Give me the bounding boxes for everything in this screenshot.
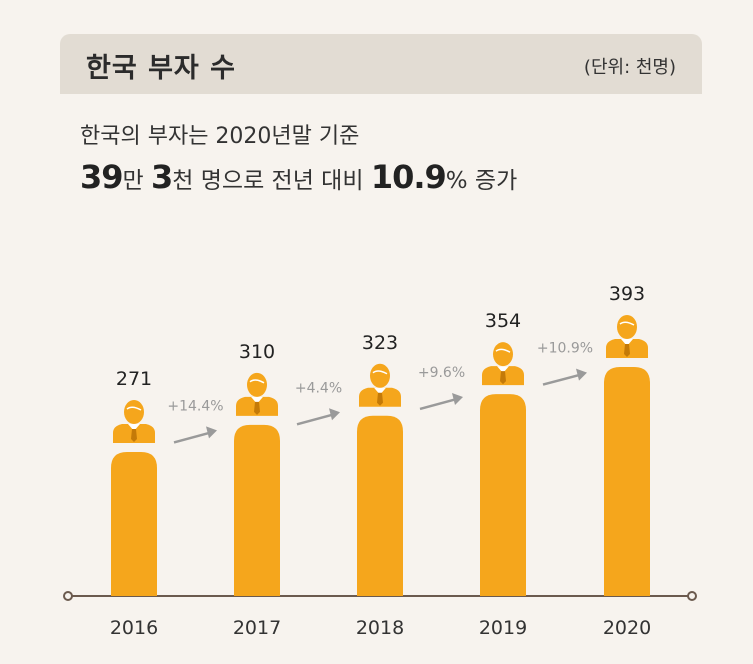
headline-number-39: 39 bbox=[80, 158, 124, 196]
person-icon-collar bbox=[374, 387, 386, 395]
bar-2016 bbox=[111, 452, 157, 596]
x-axis-left-end bbox=[63, 591, 73, 601]
person-icon-tie bbox=[254, 401, 260, 415]
x-axis-right-end bbox=[687, 591, 697, 601]
bar-2019 bbox=[480, 394, 526, 596]
person-icon-tie bbox=[131, 429, 137, 442]
person-icon-collar bbox=[128, 424, 140, 431]
bar-2018 bbox=[357, 415, 403, 596]
person-icon-hair bbox=[126, 406, 142, 411]
growth-arrow-head bbox=[452, 392, 463, 405]
headline-percent-value: 10.9 bbox=[370, 158, 447, 196]
growth-arrow-head bbox=[576, 368, 587, 381]
chart-title: 한국 부자 수 bbox=[86, 53, 236, 84]
person-icon-tie bbox=[624, 344, 630, 357]
person-icon-collar bbox=[251, 396, 263, 404]
person-icon-head bbox=[617, 315, 637, 339]
growth-arrow-shaft bbox=[173, 431, 212, 444]
value-label-2017: 310 bbox=[239, 341, 275, 363]
category-label-2020: 2020 bbox=[603, 617, 651, 639]
person-icon-head bbox=[370, 363, 390, 388]
person-icon-head bbox=[493, 342, 513, 367]
headline-line1: 한국의 부자는 2020년말 기준 bbox=[80, 124, 360, 149]
bar-2017 bbox=[234, 424, 280, 596]
growth-arrow-shaft bbox=[542, 373, 582, 386]
value-label-2019: 354 bbox=[485, 310, 521, 332]
growth-arrow-head bbox=[329, 408, 340, 421]
value-label-2020: 393 bbox=[609, 283, 645, 305]
value-label-2016: 271 bbox=[116, 368, 152, 390]
unit-label: (단위: 천명) bbox=[583, 57, 676, 78]
value-label-2018: 323 bbox=[362, 332, 398, 354]
growth-arrow-shaft bbox=[296, 413, 335, 426]
person-icon-head bbox=[247, 372, 267, 397]
title-bar: 한국 부자 수 (단위: 천명) bbox=[60, 34, 702, 94]
bar-2020 bbox=[604, 367, 650, 596]
person-icon-collar bbox=[497, 366, 509, 374]
person-icon-tie bbox=[500, 371, 506, 385]
category-label-2019: 2019 bbox=[479, 617, 527, 639]
growth-label-2: +4.4% bbox=[295, 380, 342, 396]
growth-arrow-shaft bbox=[419, 397, 458, 411]
growth-arrow-head bbox=[206, 426, 217, 439]
person-icon-hair bbox=[249, 379, 265, 384]
person-icon-hair bbox=[495, 348, 511, 353]
person-icon-hair bbox=[619, 321, 635, 326]
person-icon-hair bbox=[372, 370, 388, 375]
headline-line2: 39만 3천 명으로 전년 대비 10.9% 증가 bbox=[80, 158, 517, 196]
person-icon-tie bbox=[377, 392, 383, 406]
person-icon-head bbox=[124, 400, 144, 424]
headline-text-cheon: 천 명으로 전년 대비 bbox=[172, 168, 371, 194]
person-icon-collar bbox=[621, 339, 633, 346]
growth-label-1: +14.4% bbox=[167, 398, 223, 414]
headline-number-3: 3 bbox=[151, 158, 173, 196]
category-label-2017: 2017 bbox=[233, 617, 281, 639]
growth-label-3: +9.6% bbox=[418, 365, 465, 381]
headline-text-increase: % 증가 bbox=[445, 168, 518, 194]
category-label-2018: 2018 bbox=[356, 617, 404, 639]
category-label-2016: 2016 bbox=[110, 617, 158, 639]
growth-label-4: +10.9% bbox=[537, 341, 593, 357]
headline-text-man: 만 bbox=[122, 168, 152, 194]
